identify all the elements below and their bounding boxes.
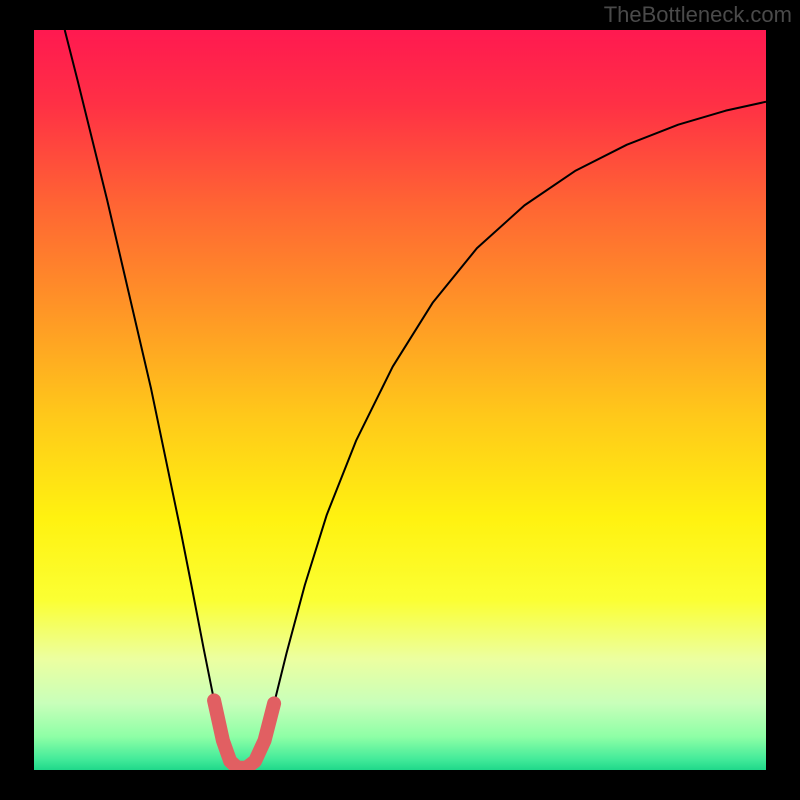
gradient-background <box>34 30 766 770</box>
watermark-text: TheBottleneck.com <box>604 2 792 28</box>
plot-svg <box>34 30 766 770</box>
stage: TheBottleneck.com <box>0 0 800 800</box>
plot-area <box>34 30 766 770</box>
